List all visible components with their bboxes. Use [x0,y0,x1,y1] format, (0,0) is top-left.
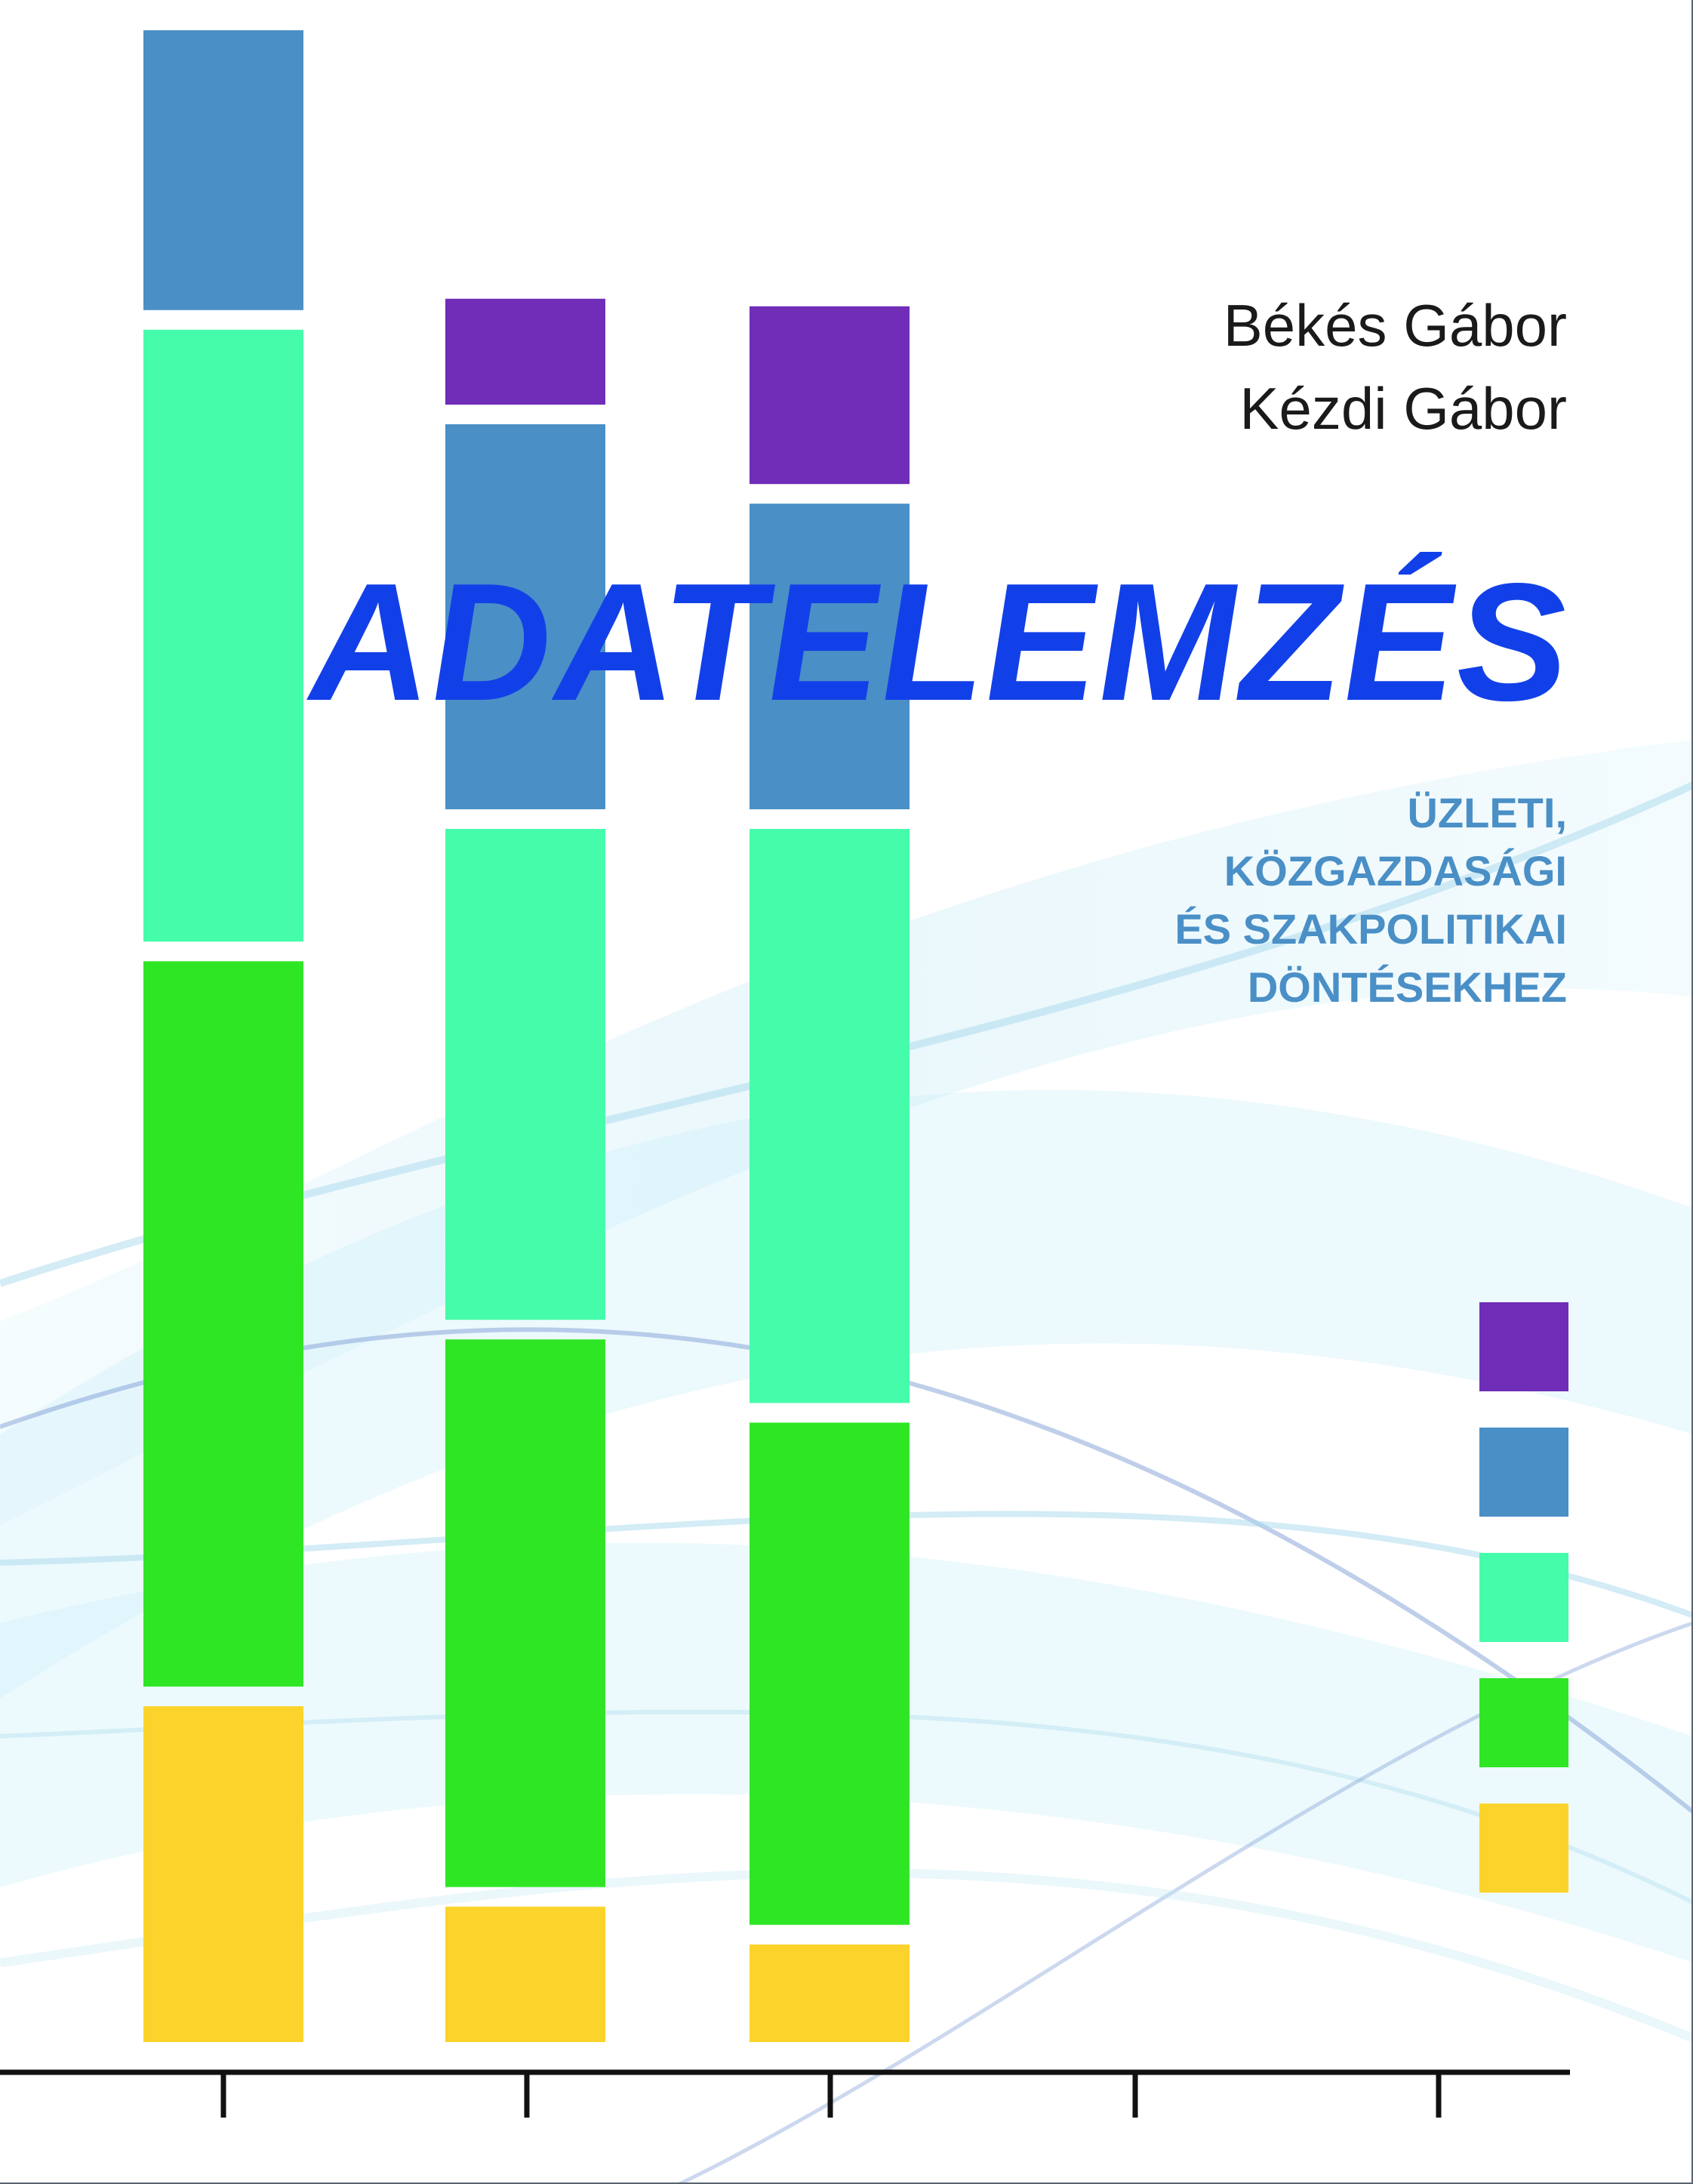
bar-2-segment-purple [445,298,605,405]
bar-group [143,30,910,2042]
bar-2-segment-yellow [445,1906,605,2042]
bar-3-segment-blue [750,504,910,809]
author-name-2: Kézdi Gábor [1239,375,1567,442]
bar-1-segment-green [143,961,303,1687]
bar-3-segment-yellow [750,1944,910,2042]
legend-swatch-purple [1479,1302,1568,1391]
legend-swatch-yellow [1479,1804,1568,1893]
subtitle-line-3: ÉS SZAKPOLITIKAI [1174,905,1567,953]
author-name-1: Békés Gábor [1223,292,1567,359]
bar-2-segment-teal [445,828,605,1320]
bar-2-segment-green [445,1339,605,1887]
book-title: ADATELEMZÉS [305,549,1573,736]
subtitle-line-4: DÖNTÉSEKHEZ [1247,963,1567,1011]
legend-swatch-teal [1479,1553,1568,1642]
bar-1-segment-teal [143,329,303,942]
legend-swatch-blue [1479,1428,1568,1517]
subtitle-line-2: KÖZGAZDASÁGI [1224,847,1567,895]
bar-1-segment-yellow [143,1706,303,2042]
legend [1479,1302,1568,1893]
bar-1-segment-blue [143,30,303,310]
bar-3-segment-green [750,1422,910,1925]
subtitle-line-1: ÜZLETI, [1407,789,1567,836]
x-axis [0,2069,1570,2118]
bar-3-segment-purple [750,306,910,485]
legend-swatch-green [1479,1678,1568,1767]
bar-3-segment-teal [750,828,910,1403]
book-subtitle: ÜZLETI, KÖZGAZDASÁGI ÉS SZAKPOLITIKAI DÖ… [1174,784,1567,1016]
bar-2-segment-blue [445,424,605,809]
